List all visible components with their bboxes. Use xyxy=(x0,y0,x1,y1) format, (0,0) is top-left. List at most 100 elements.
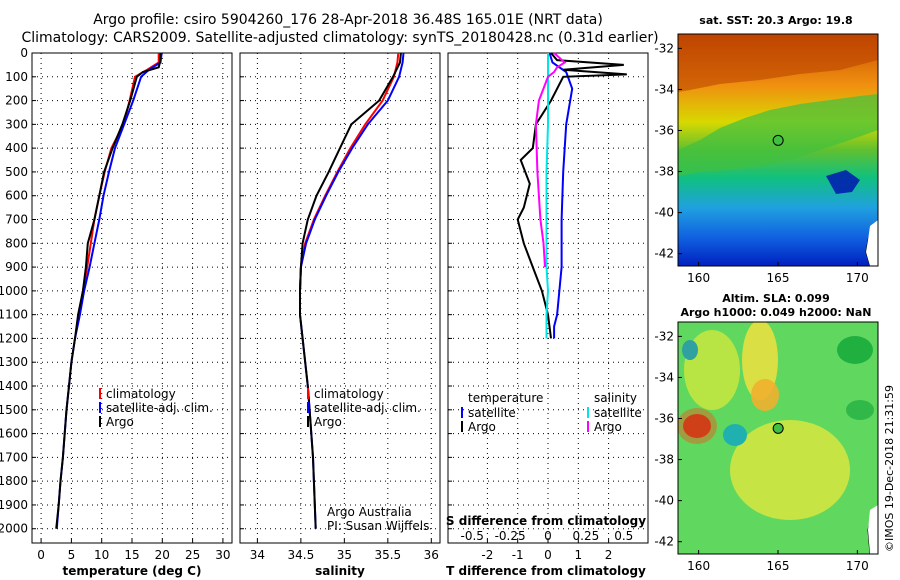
sla-coast-shading xyxy=(868,505,878,554)
salinity-panel: 34 34.5 35 35.5 36 salinity climatologysatel… xyxy=(239,52,441,578)
d-xtick-label: 1 xyxy=(574,548,582,562)
m1-ytick-label: -42 xyxy=(654,247,674,261)
temperature-ticks: 0 5 10 15 20 25 300100200300400500600700800900… xyxy=(0,46,231,562)
d-xtick-label: -2 xyxy=(481,548,493,562)
d-series-s-argo xyxy=(534,52,567,268)
m2-ytick-label: -32 xyxy=(654,329,674,343)
salinity-grid xyxy=(240,52,440,543)
t-ytick-label: 1500 xyxy=(0,403,28,417)
t-ytick-label: 1700 xyxy=(0,450,28,464)
d-legend-title-salinity: salinity xyxy=(594,391,637,405)
m2-ytick-label: -42 xyxy=(654,535,674,549)
t-xtick-label: 25 xyxy=(185,548,200,562)
m1-ytick-label: -36 xyxy=(654,123,674,137)
sla-yellow-b xyxy=(730,420,850,520)
temperature-panel: 0 5 10 15 20 25 300100200300400500600700800900… xyxy=(0,46,233,578)
difference-lines xyxy=(516,52,627,339)
d-series-t-satellite xyxy=(548,52,574,339)
m2-xtick-label: 165 xyxy=(767,559,790,573)
sla-red-halo xyxy=(678,408,717,444)
sst-coast-shading xyxy=(866,220,878,266)
d-legend-label: satellite xyxy=(594,406,642,420)
sla-map-title-2: Argo h1000: 0.049 h2000: NaN xyxy=(680,306,871,319)
sst-map-title: sat. SST: 20.3 Argo: 19.8 xyxy=(699,14,852,27)
d-legend-label: satellite xyxy=(468,406,516,420)
t-xtick-label: 10 xyxy=(94,548,109,562)
t-ytick-label: 1400 xyxy=(0,379,28,393)
m2-ytick-label: -34 xyxy=(654,370,674,384)
t-ytick-label: 300 xyxy=(5,117,28,131)
sst-warm-core xyxy=(678,34,878,92)
d-legend-title-temperature: temperature xyxy=(468,391,543,405)
t-ytick-label: 1900 xyxy=(0,498,28,512)
d-top-tick-label: 0 xyxy=(544,529,552,543)
t-series-argo xyxy=(55,52,162,529)
d-top-tick-label: -0.5 xyxy=(461,529,484,543)
m1-xtick-label: 160 xyxy=(687,271,710,285)
t-ytick-label: 1000 xyxy=(0,284,28,298)
t-xtick-label: 30 xyxy=(215,548,230,562)
sla-blue-edge xyxy=(682,340,698,360)
sla-cyan-eddy xyxy=(723,424,747,446)
title-line-1: Argo profile: csiro 5904260_176 28-Apr-2… xyxy=(93,12,603,28)
temperature-lines xyxy=(55,52,163,529)
t-ytick-label: 700 xyxy=(5,213,28,227)
temperature-xlabel: temperature (deg C) xyxy=(63,564,202,578)
t-ytick-label: 1800 xyxy=(0,474,28,488)
t-ytick-label: 900 xyxy=(5,260,28,274)
m1-xtick-label: 165 xyxy=(767,271,790,285)
difference-ticks: -2 -1 0 1 2 -0.5 -0.25 0 0.25 0.5 xyxy=(448,52,633,562)
m2-xtick-label: 170 xyxy=(846,559,869,573)
credit-line-1: Argo Australia xyxy=(327,505,412,519)
salinity-lines xyxy=(299,52,405,529)
t-xtick-label: 20 xyxy=(155,548,170,562)
t-ytick-label: 600 xyxy=(5,189,28,203)
s-legend-label: Argo xyxy=(314,415,342,429)
m1-ytick-label: -38 xyxy=(654,165,674,179)
sla-argo-marker xyxy=(772,422,784,434)
s-xtick-label: 35.5 xyxy=(374,548,401,562)
t-ytick-label: 0 xyxy=(20,46,28,60)
d-xtick-label: 2 xyxy=(605,548,613,562)
d-top-tick-label: 0.25 xyxy=(573,529,600,543)
s-series-argo xyxy=(299,52,402,529)
m2-ytick-label: -38 xyxy=(654,453,674,467)
t-legend-label: climatology xyxy=(106,387,176,401)
difference-legend: temperature salinitysatelliteArgosatellit… xyxy=(461,391,642,434)
t-ytick-label: 1100 xyxy=(0,308,28,322)
d-xtick-label: -1 xyxy=(512,548,524,562)
salinity-ticks: 34 34.5 35 35.5 36 xyxy=(240,52,439,562)
watermark: ©IMOS 19-Dec-2018 21:31:59 xyxy=(883,385,896,552)
t-ytick-label: 1200 xyxy=(0,331,28,345)
difference-xlabel-top: S difference from climatology xyxy=(446,514,646,528)
sst-map-ticks: 160 165 170 -32 -34 -36 -38 -40 -42 xyxy=(654,41,868,285)
sst-argo-marker xyxy=(772,134,784,146)
sla-orange-a xyxy=(751,379,779,411)
m2-ytick-label: -40 xyxy=(654,494,674,508)
sla-dark-green-b xyxy=(846,400,874,420)
s-legend-label: satellite-adj. clim. xyxy=(314,401,421,415)
d-legend-label: Argo xyxy=(594,420,622,434)
t-ytick-label: 1600 xyxy=(0,427,28,441)
d-series-t-argo xyxy=(516,52,627,339)
credit-line-2: PI: Susan Wijffels xyxy=(327,519,429,533)
d-top-tick-label: -0.25 xyxy=(495,529,526,543)
m2-ytick-label: -36 xyxy=(654,411,674,425)
m1-ytick-label: -34 xyxy=(654,82,674,96)
sla-map-ticks: 160 165 170 -32 -34 -36 -38 -40 -42 xyxy=(654,329,868,573)
difference-xlabel: T difference from climatology xyxy=(446,564,646,578)
t-ytick-label: 800 xyxy=(5,236,28,250)
t-ytick-label: 200 xyxy=(5,94,28,108)
m1-ytick-label: -40 xyxy=(654,206,674,220)
sst-map-panel: sat. SST: 20.3 Argo: 19.8 160 165 170 -32 -3… xyxy=(654,14,879,285)
d-top-tick-label: 0.5 xyxy=(614,529,633,543)
t-xtick-label: 0 xyxy=(37,548,45,562)
salinity-xlabel: salinity xyxy=(315,564,365,578)
t-legend-label: Argo xyxy=(106,415,134,429)
salinity-axes xyxy=(239,52,441,544)
d-xtick-label: 0 xyxy=(544,548,552,562)
temperature-grid xyxy=(32,52,232,543)
